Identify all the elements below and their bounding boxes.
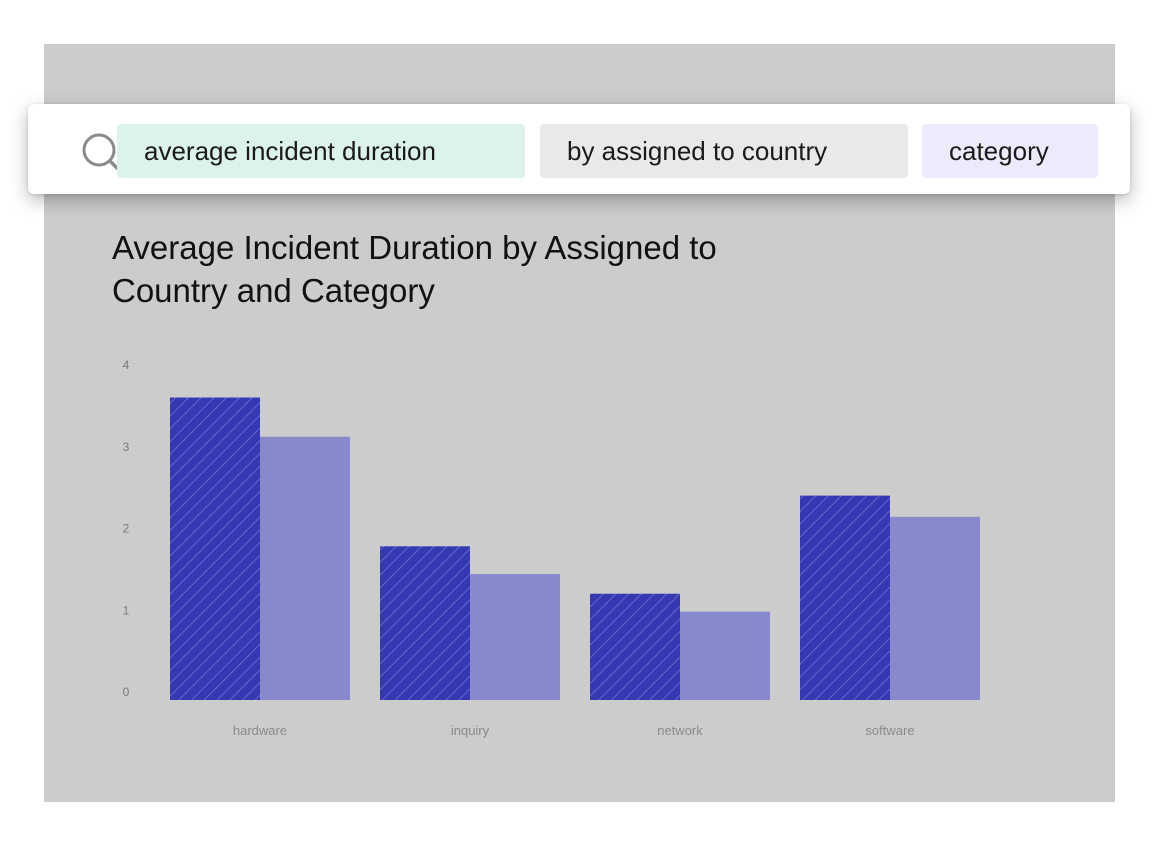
- search-chip-measure[interactable]: average incident duration: [117, 124, 525, 178]
- y-tick-label: 4: [123, 358, 130, 372]
- y-tick-label: 1: [123, 603, 130, 617]
- x-tick-label-software: software: [865, 723, 914, 738]
- search-bar[interactable]: average incident duration by assigned to…: [28, 104, 1130, 194]
- x-tick-label-hardware: hardware: [233, 723, 287, 738]
- bar-network-series-2[interactable]: [680, 611, 770, 700]
- bar-inquiry-series-1[interactable]: [380, 546, 470, 700]
- y-axis: 0 1 2 3 4: [123, 358, 130, 699]
- bar-software-series-2[interactable]: [890, 516, 980, 700]
- y-tick-label: 2: [123, 522, 130, 536]
- bar-network-series-1[interactable]: [590, 593, 680, 700]
- x-axis: hardware inquiry network software: [233, 723, 915, 738]
- x-tick-label-network: network: [657, 723, 703, 738]
- y-tick-label: 3: [123, 440, 130, 454]
- bars: [170, 397, 980, 700]
- bar-inquiry-series-2[interactable]: [470, 574, 560, 700]
- chart-title: Average Incident Duration by Assigned to…: [112, 229, 717, 309]
- y-tick-label: 0: [123, 685, 130, 699]
- x-tick-label-inquiry: inquiry: [451, 723, 490, 738]
- search-chip-attribute[interactable]: by assigned to country: [540, 124, 908, 178]
- bar-hardware-series-1[interactable]: [170, 397, 260, 700]
- bar-software-series-1[interactable]: [800, 495, 890, 700]
- bar-hardware-series-2[interactable]: [260, 436, 350, 700]
- search-chip-category[interactable]: category: [922, 124, 1098, 178]
